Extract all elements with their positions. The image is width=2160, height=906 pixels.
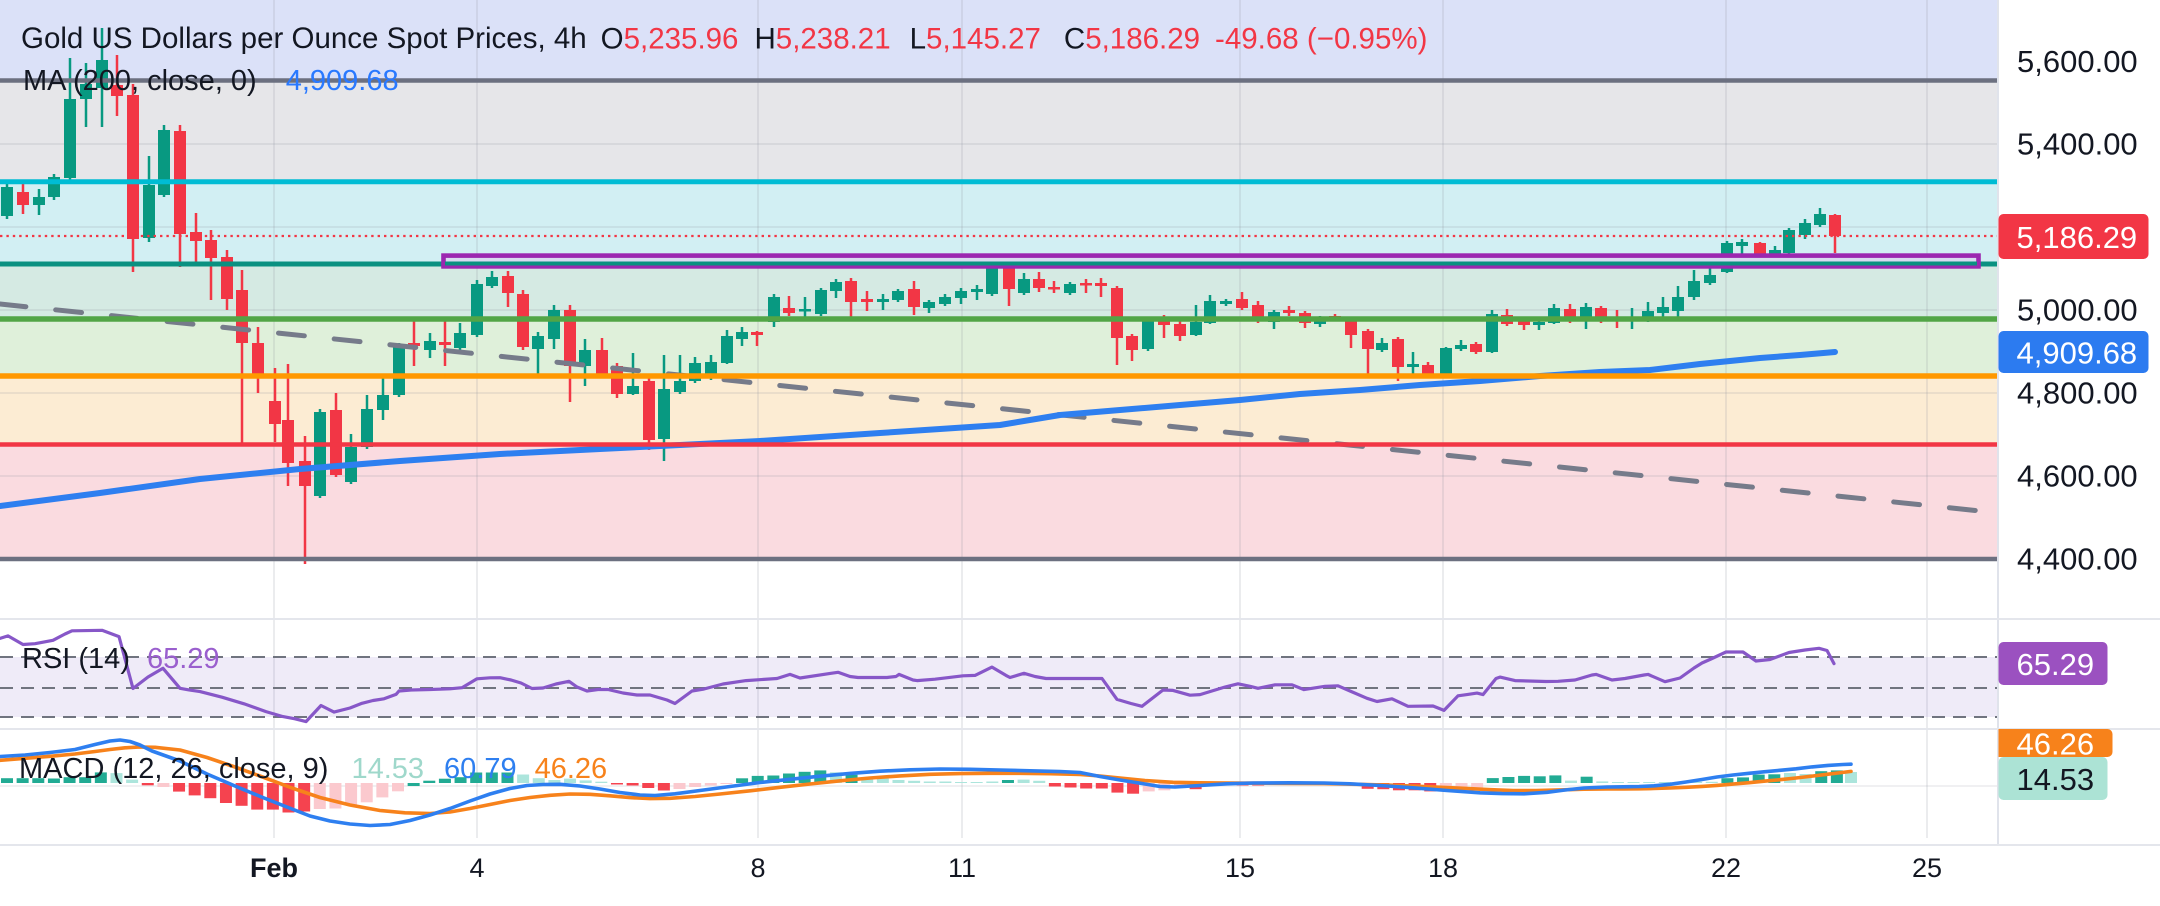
- svg-text:4: 4: [469, 853, 484, 883]
- svg-text:4,909.68: 4,909.68: [2017, 336, 2138, 371]
- svg-text:5,186.29: 5,186.29: [2017, 220, 2138, 255]
- svg-text:5,600.00: 5,600.00: [2017, 44, 2138, 79]
- svg-text:25: 25: [1912, 853, 1942, 883]
- svg-text:15: 15: [1225, 853, 1255, 883]
- svg-text:65.29: 65.29: [2017, 647, 2095, 682]
- svg-text:4,400.00: 4,400.00: [2017, 542, 2138, 577]
- svg-text:4,600.00: 4,600.00: [2017, 459, 2138, 494]
- svg-text:46.26: 46.26: [2017, 727, 2095, 762]
- svg-text:18: 18: [1428, 853, 1458, 883]
- svg-text:Gold US Dollars per Ounce Spot: Gold US Dollars per Ounce Spot Prices, 4…: [21, 22, 1427, 55]
- svg-text:8: 8: [750, 853, 765, 883]
- svg-text:22: 22: [1711, 853, 1741, 883]
- svg-text:11: 11: [948, 853, 976, 883]
- svg-text:4,800.00: 4,800.00: [2017, 376, 2138, 411]
- svg-text:5,000.00: 5,000.00: [2017, 293, 2138, 328]
- svg-text:MA (200, close, 0)4,909.68: MA (200, close, 0) 4,909.68: [23, 65, 399, 97]
- svg-text:14.53: 14.53: [2017, 762, 2095, 797]
- svg-text:Feb: Feb: [250, 853, 298, 883]
- svg-text:RSI (14)65.29: RSI (14) 65.29: [22, 643, 220, 675]
- svg-text:5,400.00: 5,400.00: [2017, 127, 2138, 162]
